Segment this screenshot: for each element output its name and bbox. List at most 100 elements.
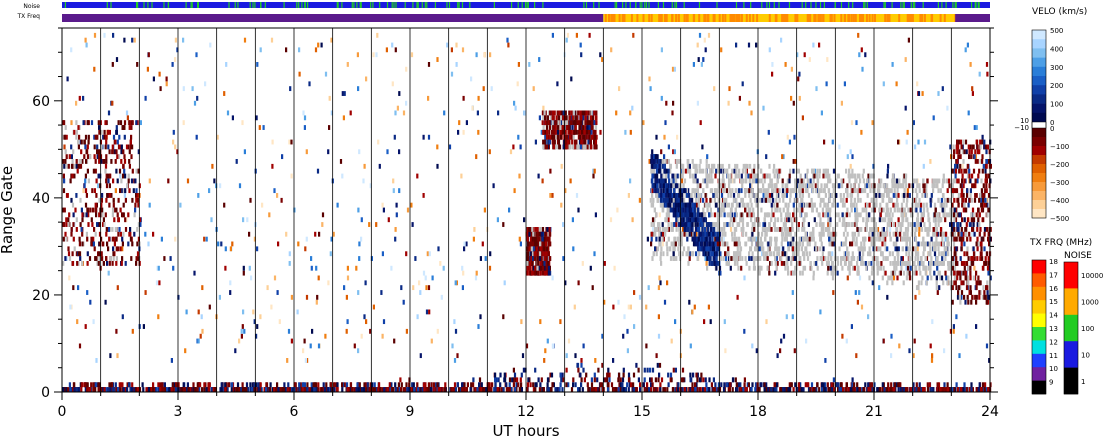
- ground-scatter-cell: [952, 280, 955, 286]
- ground-scatter-cell: [871, 256, 874, 261]
- negative-velocity-cell: [565, 125, 569, 130]
- noise-spike: [527, 2, 529, 8]
- negative-velocity-cell: [111, 236, 114, 242]
- ground-scatter-cell: [836, 222, 839, 227]
- negative-velocity-cell: [541, 241, 544, 247]
- ground-scatter-cell: [861, 173, 864, 179]
- ground-scatter-cell: [752, 207, 755, 213]
- scatter-cell: [259, 314, 262, 320]
- ground-scatter-cell: [944, 256, 947, 261]
- negative-velocity-cell: [109, 256, 112, 261]
- noise-spike: [336, 2, 338, 8]
- ground-scatter-cell: [660, 202, 663, 208]
- negative-velocity-cell: [62, 159, 65, 164]
- scatter-cell: [465, 241, 468, 247]
- negative-velocity-cell: [545, 125, 549, 130]
- scatter-cell: [523, 110, 526, 116]
- negative-velocity-cell: [577, 110, 580, 116]
- negative-velocity-cell: [118, 144, 121, 150]
- scatter-cell: [339, 159, 343, 164]
- negative-velocity-cell: [98, 212, 101, 218]
- ground-scatter-cell: [846, 207, 849, 213]
- ground-scatter-cell: [673, 256, 676, 261]
- scatter-cell: [523, 217, 526, 223]
- ground-scatter-cell: [742, 163, 745, 169]
- ground-scatter-cell: [653, 207, 656, 213]
- ground-scatter-cell: [723, 183, 726, 189]
- scatter-cell: [952, 324, 955, 329]
- txfreq-high-tick: [850, 14, 853, 22]
- scatter-cell: [770, 202, 773, 208]
- ground-scatter-cell: [774, 207, 777, 213]
- ground-scatter-cell: [919, 207, 922, 213]
- ground-scatter-cell: [921, 217, 924, 223]
- negative-velocity-cell: [534, 227, 537, 232]
- scatter-cell: [405, 100, 408, 106]
- scatter-cell: [136, 120, 139, 126]
- negative-velocity-cell: [583, 139, 587, 145]
- ground-scatter-cell: [799, 270, 802, 276]
- scatter-cell: [518, 236, 521, 242]
- txfreq-high-tick: [675, 14, 678, 22]
- scatter-cell: [288, 139, 291, 145]
- ground-scatter-cell: [889, 217, 892, 223]
- ground-scatter-cell: [896, 251, 899, 257]
- scatter-cell: [488, 265, 492, 271]
- scatter-cell: [144, 290, 147, 295]
- scatter-cell: [949, 144, 952, 150]
- ground-scatter-cell: [724, 202, 727, 208]
- ground-scatter-cell: [678, 227, 681, 232]
- scatter-cell: [176, 47, 179, 53]
- scatter-cell: [581, 261, 584, 266]
- ground-scatter-cell: [898, 207, 901, 213]
- negative-velocity-cell: [529, 270, 532, 276]
- ground-scatter-cell: [894, 246, 897, 252]
- scatter-cell: [564, 188, 567, 194]
- ground-scatter-cell: [675, 227, 678, 232]
- negative-velocity-cell: [531, 261, 534, 266]
- ground-scatter-cell: [822, 231, 825, 237]
- negative-velocity-cell: [131, 144, 134, 150]
- negative-velocity-cell: [70, 227, 73, 232]
- ground-scatter-cell: [886, 212, 889, 218]
- ground-scatter-cell: [771, 193, 774, 198]
- scatter-cell: [174, 57, 177, 62]
- ground-scatter-cell: [871, 236, 874, 242]
- scatter-cell: [436, 328, 439, 334]
- negative-velocity-cell: [546, 227, 549, 232]
- negative-velocity-cell: [87, 222, 90, 227]
- negative-velocity-cell: [96, 149, 99, 155]
- negative-velocity-cell: [84, 202, 88, 208]
- ground-scatter-cell: [811, 231, 814, 237]
- scatter-cell: [63, 144, 66, 150]
- scatter-cell: [303, 125, 306, 130]
- negative-velocity-cell: [529, 251, 532, 257]
- negative-velocity-cell: [586, 125, 589, 130]
- scatter-cell: [96, 144, 99, 150]
- scatter-cell: [89, 299, 92, 305]
- ground-scatter-cell: [877, 236, 880, 242]
- scatter-cell: [780, 246, 783, 252]
- ground-scatter-cell: [828, 251, 832, 257]
- negative-velocity-cell: [557, 139, 561, 145]
- ground-scatter-cell: [748, 256, 751, 261]
- ground-scatter-cell: [901, 236, 904, 242]
- ground-scatter-cell: [800, 246, 803, 252]
- scatter-cell: [220, 241, 223, 247]
- scatter-cell: [509, 149, 513, 155]
- ground-scatter-cell: [904, 178, 907, 184]
- negative-velocity-cell: [67, 246, 70, 252]
- txfreq-high-tick: [611, 14, 614, 22]
- scatter-cell: [676, 134, 679, 140]
- ground-scatter-cell: [842, 193, 845, 198]
- scatter-cell: [211, 163, 214, 169]
- ground-scatter-cell: [948, 183, 951, 189]
- ground-scatter-cell: [661, 236, 664, 242]
- scatter-cell: [205, 236, 208, 242]
- scatter-cell: [886, 168, 889, 174]
- ground-scatter-cell: [679, 236, 682, 242]
- scatter-cell: [627, 193, 630, 198]
- scatter-cell: [357, 348, 360, 354]
- ground-scatter-cell: [882, 256, 885, 261]
- ground-scatter-cell: [925, 202, 928, 208]
